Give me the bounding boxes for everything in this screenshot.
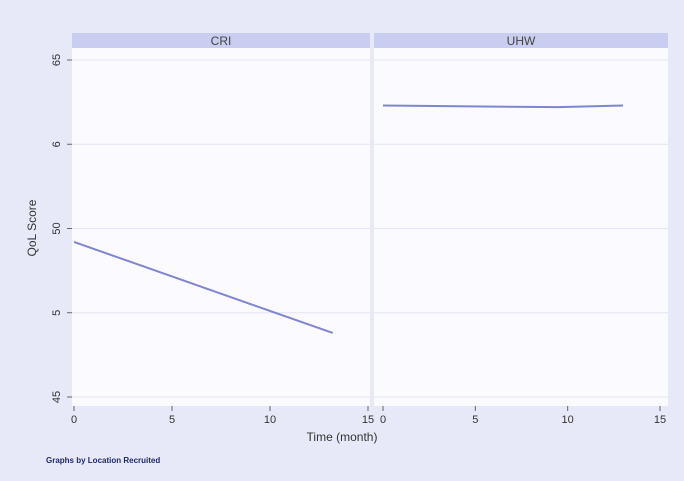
y-tick-label: 5 (51, 310, 63, 316)
y-tick-label: 50 (51, 222, 63, 234)
x-ticks-uhw: 0 5 10 15 (380, 406, 666, 426)
panel-uhw: UHW 0 5 10 15 (374, 33, 668, 426)
plot-area-cri (72, 48, 370, 406)
series-line-uhw (382, 104, 624, 109)
x-tick-label: 10 (264, 414, 276, 426)
series-line-cri (73, 241, 334, 334)
y-tick-label: 65 (51, 54, 63, 66)
y-ticks-cri: 45 5 50 6 65 (51, 54, 72, 403)
strip-label-uhw: UHW (507, 34, 536, 48)
y-tick-label: 45 (51, 391, 63, 403)
x-tick-label: 10 (562, 414, 574, 426)
y-axis-title: QoL Score (25, 199, 39, 256)
graph-note: Graphs by Location Recruited (46, 456, 160, 465)
x-tick-label: 5 (169, 414, 175, 426)
x-tick-label: 5 (472, 414, 478, 426)
x-ticks-cri: 0 5 10 15 (71, 406, 374, 426)
plot-area-uhw (374, 48, 668, 406)
x-axis-title: Time (month) (307, 430, 378, 444)
strip-cri (72, 33, 370, 48)
x-tick-label: 0 (380, 414, 386, 426)
x-tick-label: 15 (362, 414, 374, 426)
strip-label-cri: CRI (211, 34, 232, 48)
gridlines-cri (72, 59, 370, 398)
y-tick-label: 6 (51, 141, 63, 147)
panel-cri: CRI 0 5 10 15 45 5 50 6 65 (51, 33, 374, 426)
strip-uhw (374, 33, 668, 48)
x-tick-label: 15 (654, 414, 666, 426)
x-tick-label: 0 (71, 414, 77, 426)
gridlines-uhw (374, 59, 668, 398)
